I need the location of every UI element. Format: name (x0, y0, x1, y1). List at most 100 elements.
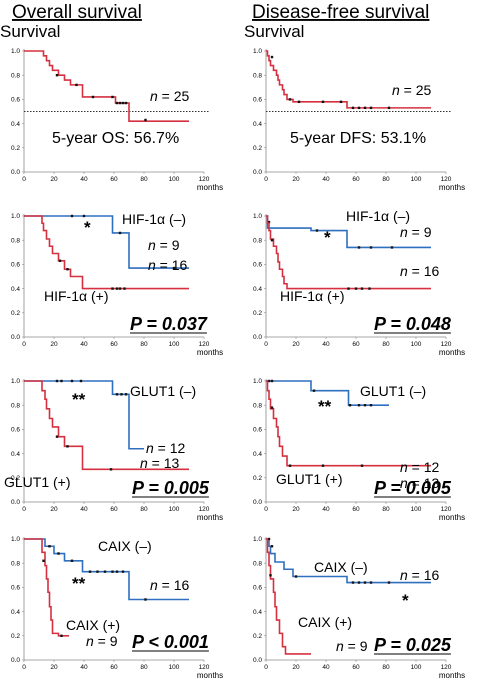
censor-mark (118, 231, 122, 235)
censor-mark (270, 545, 274, 548)
x-tick-label: 80 (382, 176, 390, 183)
p-value: P < 0.001 (132, 632, 209, 652)
censor-mark (58, 259, 62, 262)
group-label: GLUT1 (–) (360, 383, 426, 399)
y-tick-label: 0.0 (11, 334, 20, 341)
x-tick-label: 60 (110, 664, 118, 671)
y-tick-label: 1.0 (253, 213, 262, 220)
censor-mark (66, 268, 69, 271)
censor-mark (88, 570, 92, 573)
y-tick-label: 1.0 (11, 48, 20, 55)
p-value: P = 0.025 (374, 635, 452, 655)
censor-mark (288, 98, 292, 101)
significance-marker: ** (318, 397, 332, 416)
y-axis-label: Survival (0, 22, 60, 41)
censor-mark (55, 379, 59, 383)
censor-mark (369, 581, 373, 584)
x-tick-label: 20 (50, 506, 58, 513)
five-year-rate: 5-year OS: 56.7% (52, 130, 179, 147)
x-tick-label: 100 (169, 176, 180, 183)
x-tick-label: 60 (352, 664, 360, 671)
censor-mark (369, 246, 373, 249)
censor-mark (96, 570, 99, 573)
x-tick-label: 120 (199, 176, 210, 183)
censor-mark (348, 404, 352, 407)
y-tick-label: 1.0 (253, 378, 262, 385)
x-axis-label: months (439, 671, 465, 680)
x-tick-label: 80 (382, 341, 390, 348)
significance-marker: * (402, 591, 409, 610)
y-tick-label: 0.4 (253, 451, 262, 458)
x-tick-label: 100 (169, 506, 180, 513)
censor-mark (115, 287, 119, 290)
censor-mark (357, 106, 361, 110)
y-tick-label: 0.8 (11, 237, 20, 244)
y-tick-label: 0.0 (253, 657, 262, 664)
censor-mark (270, 239, 274, 242)
censor-mark (315, 229, 319, 232)
y-axis-label: Survival (244, 22, 304, 41)
group-label: CAIX (–) (314, 559, 368, 575)
y-tick-label: 0.2 (11, 633, 20, 640)
n-label: n = 16 (150, 577, 190, 593)
censor-mark (369, 106, 373, 110)
censor-mark (121, 101, 125, 105)
x-tick-label: 20 (292, 341, 300, 348)
x-tick-label: 0 (264, 664, 268, 671)
censor-mark (360, 287, 364, 290)
x-tick-label: 60 (352, 341, 360, 348)
x-axis-label: months (439, 513, 465, 522)
censor-mark (297, 100, 301, 104)
group-label: CAIX (+) (298, 614, 352, 630)
survival-curve-red (266, 538, 311, 655)
y-tick-label: 0.4 (11, 451, 20, 458)
censor-mark (82, 214, 86, 218)
censor-mark (111, 95, 114, 99)
x-tick-label: 20 (50, 176, 58, 183)
x-tick-label: 100 (411, 176, 422, 183)
n-label: n = 12 (146, 440, 186, 456)
y-tick-label: 0.6 (11, 262, 20, 269)
x-tick-label: 60 (110, 506, 118, 513)
y-tick-label: 0.8 (11, 72, 20, 79)
y-tick-label: 0.6 (253, 585, 262, 592)
censor-mark (70, 379, 74, 383)
y-tick-label: 0.0 (11, 169, 20, 176)
censor-mark (351, 581, 355, 584)
censor-mark (312, 389, 316, 392)
x-tick-label: 40 (80, 664, 88, 671)
y-tick-label: 0.2 (253, 145, 262, 152)
n-label: n = 13 (400, 475, 440, 491)
y-tick-label: 1.0 (253, 536, 262, 543)
censor-mark (118, 101, 122, 105)
censor-mark (321, 464, 325, 467)
y-tick-label: 0.4 (11, 121, 20, 128)
header-disease-free-survival: Disease-free survival (252, 2, 429, 23)
y-tick-label: 0.2 (11, 145, 20, 152)
x-tick-label: 120 (199, 341, 210, 348)
censor-mark (48, 545, 51, 548)
censor-mark (357, 246, 361, 249)
censor-mark (55, 74, 59, 77)
x-tick-label: 120 (441, 664, 452, 671)
censor-mark (120, 393, 123, 396)
y-tick-label: 0.6 (11, 97, 20, 104)
group-label: HIF-1α (+) (280, 288, 344, 304)
x-tick-label: 60 (110, 341, 118, 348)
x-axis-label: months (197, 348, 223, 357)
y-tick-label: 0.4 (11, 286, 20, 293)
group-label: GLUT1 (+) (276, 471, 343, 487)
censor-mark (60, 379, 63, 383)
y-tick-label: 0.6 (11, 427, 20, 434)
n-label: n = 25 (392, 82, 432, 98)
x-axis-label: months (197, 183, 223, 192)
censor-mark (91, 95, 95, 99)
survival-curve-red (24, 215, 189, 290)
censor-mark (267, 220, 271, 224)
censor-mark (347, 287, 350, 290)
survival-curve-red (24, 538, 69, 637)
censor-mark (387, 581, 391, 584)
